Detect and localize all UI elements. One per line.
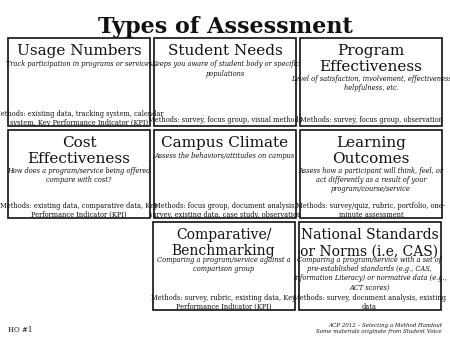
Text: Methods: survey/quiz, rubric, portfolio, one-
minute assessment: Methods: survey/quiz, rubric, portfolio,… [297, 201, 446, 219]
Text: How does a program/service being offered
compare with cost?: How does a program/service being offered… [7, 167, 151, 184]
Bar [8, 130, 150, 218]
Text: Methods: survey, focus group, visual methods: Methods: survey, focus group, visual met… [148, 116, 302, 124]
Text: Comparing a program/service against a
comparison group: Comparing a program/service against a co… [157, 256, 290, 273]
Text: National Standards
or Norms (i.e, CAS): National Standards or Norms (i.e, CAS) [301, 228, 439, 258]
Text: Methods: survey, focus group, observation: Methods: survey, focus group, observatio… [300, 116, 442, 124]
Text: Methods: survey, rubric, existing data, Key
Performance Indicator (KPI): Methods: survey, rubric, existing data, … [151, 293, 296, 311]
Bar [300, 38, 442, 126]
Text: Methods: focus group, document analysis,
survey, existing data, case study, obse: Methods: focus group, document analysis,… [149, 201, 301, 219]
Bar [300, 130, 442, 218]
Text: Learning
Outcomes: Learning Outcomes [332, 136, 410, 166]
Bar [154, 130, 296, 218]
Text: Comparing a program/service with a set of
pre-established standards (e.g., CAS,
: Comparing a program/service with a set o… [292, 256, 446, 292]
Text: Methods: existing data, tracking system, calendar
system, Key Performance Indica: Methods: existing data, tracking system,… [0, 110, 164, 127]
Text: Program
Effectiveness: Program Effectiveness [320, 44, 423, 74]
Text: Campus Climate: Campus Climate [162, 136, 288, 150]
Bar [154, 38, 296, 126]
Bar [298, 222, 441, 310]
Text: HO #1: HO #1 [8, 326, 32, 334]
Text: Cost
Effectiveness: Cost Effectiveness [27, 136, 130, 166]
Text: Comparative/
Benchmarking: Comparative/ Benchmarking [172, 228, 275, 258]
Text: Level of satisfaction, involvement, effectiveness
helpfulness, etc.: Level of satisfaction, involvement, effe… [291, 75, 450, 92]
Text: Assess how a participant will think, feel, or
act differently as a result of you: Assess how a participant will think, fee… [298, 167, 444, 193]
Text: Methods: survey, document analysis, existing
data: Methods: survey, document analysis, exis… [293, 293, 446, 311]
Text: Track participation in programs or services: Track participation in programs or servi… [6, 60, 152, 68]
Bar [8, 38, 150, 126]
Text: ACP 2012 – Selecting a Method Handout
Some materials originate from Student Voic: ACP 2012 – Selecting a Method Handout So… [316, 323, 442, 334]
Bar [153, 222, 294, 310]
Text: Keeps you aware of student body or specific
populations: Keeps you aware of student body or speci… [151, 60, 299, 77]
Text: Assess the behaviors/attitudes on campus: Assess the behaviors/attitudes on campus [155, 152, 295, 160]
Text: Types of Assessment: Types of Assessment [98, 16, 352, 38]
Text: Usage Numbers: Usage Numbers [17, 44, 141, 58]
Text: Methods: existing data, comparative data, Key
Performance Indicator (KPI): Methods: existing data, comparative data… [0, 201, 158, 219]
Text: Student Needs: Student Needs [167, 44, 283, 58]
